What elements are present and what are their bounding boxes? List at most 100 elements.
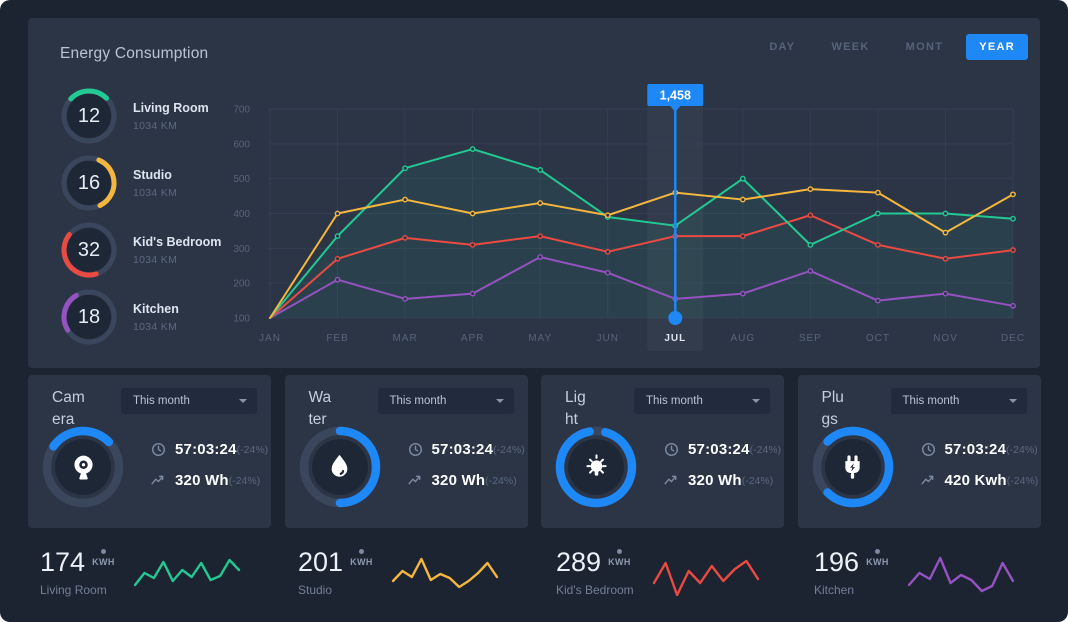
summary-room-name: Kitchen xyxy=(814,583,855,597)
trend-up-icon xyxy=(407,472,424,489)
summary-unit: KWH xyxy=(866,557,889,567)
stat-value: 420 Kwh xyxy=(944,472,1007,489)
clock-icon xyxy=(663,441,680,458)
plug-icon xyxy=(809,423,897,511)
card-title: Plu gs xyxy=(821,389,844,429)
gauge-info: Studio 1034 KM xyxy=(133,168,177,199)
data-point xyxy=(334,210,341,217)
data-point xyxy=(1010,247,1016,253)
tooltip-pointer-icon xyxy=(670,106,681,112)
y-axis-tick: 100 xyxy=(233,314,250,325)
stat-delta: (-24%) xyxy=(228,474,261,487)
data-point xyxy=(875,241,881,248)
stat-delta: (-24%) xyxy=(741,474,774,487)
data-point xyxy=(537,233,544,240)
stat-row: 57:03:24 (-24%) xyxy=(663,441,781,458)
card-range-select[interactable]: This month xyxy=(890,388,1027,414)
card-stats: 57:03:24 (-24%) 320 Wh (-24%) xyxy=(663,441,781,503)
card-stats: 57:03:24 (-24%) 320 Wh (-24%) xyxy=(150,441,268,503)
dropdown-value: This month xyxy=(389,395,447,407)
gauge-studio: 16 Studio 1034 KM xyxy=(60,154,221,212)
data-point xyxy=(942,290,949,297)
sparkline-kid-s-bedroom xyxy=(652,559,759,596)
utility-cards: Cam era This month 57:03:24 (-24%) 320 Wh (-24… xyxy=(28,375,1041,528)
x-axis-month-aug[interactable]: AUG xyxy=(730,333,755,344)
summary-text: 196 KWH Kitchen xyxy=(814,549,889,598)
summary-value: 174 xyxy=(40,547,86,577)
stat-value: 320 Wh xyxy=(688,472,742,489)
series-line-living-room xyxy=(269,148,1014,319)
data-point xyxy=(604,212,611,219)
x-axis-month-jul[interactable]: JUL xyxy=(664,333,686,344)
stat-delta: (-24%) xyxy=(1006,443,1038,456)
summary-value: 201 xyxy=(298,547,344,577)
tab-day[interactable]: DAY xyxy=(756,34,808,60)
data-point xyxy=(1010,191,1016,198)
tab-year[interactable]: YEAR xyxy=(966,34,1028,60)
card-title: Lig ht xyxy=(565,389,586,429)
x-axis-month-oct[interactable]: OCT xyxy=(866,333,890,344)
x-axis-month-dec[interactable]: DEC xyxy=(1001,333,1025,344)
x-axis-month-mar[interactable]: MAR xyxy=(392,333,417,344)
summary-unit: KWH xyxy=(350,557,373,567)
data-point xyxy=(807,212,814,219)
gauge-kitchen: 18 Kitchen 1034 KM xyxy=(60,288,221,346)
data-point xyxy=(469,146,476,152)
summary-value: 289 xyxy=(556,547,602,577)
summary-text: 174 KWH Living Room xyxy=(40,547,115,598)
x-axis-month-may[interactable]: MAY xyxy=(528,333,552,344)
clock-icon xyxy=(407,441,424,458)
stat-delta: (-24%) xyxy=(493,443,525,456)
panel-title: Energy Consumption xyxy=(60,45,209,62)
gauge-arc-icon xyxy=(61,88,117,144)
dot-icon xyxy=(874,549,880,554)
card-range-select[interactable]: This month xyxy=(377,388,514,414)
tab-week[interactable]: WEEK xyxy=(818,34,882,60)
room-gauges: 12 Living Room 1034 KM 16 Studio 1034 KM 32 Kid… xyxy=(60,87,221,346)
dot-icon xyxy=(358,549,364,554)
tab-mont[interactable]: MONT xyxy=(893,34,957,60)
data-point xyxy=(739,233,746,240)
tooltip-value: 1,458 xyxy=(660,89,691,103)
x-axis-month-jun[interactable]: JUN xyxy=(597,333,619,344)
stat-row: 57:03:24 (-24%) xyxy=(920,441,1038,458)
gauge-info: Living Room 1034 KM xyxy=(133,101,209,132)
y-axis-tick: 300 xyxy=(233,244,250,255)
card-stats: 57:03:24 (-24%) 320 Wh (-24%) xyxy=(407,441,525,503)
gauge-name: Kitchen xyxy=(133,301,179,316)
gauge-sub: 1034 KM xyxy=(133,320,178,333)
consumption-chart[interactable]: 700 600 500 400 300 200 100 1,458 JAN FEB MAR APR MA… xyxy=(225,75,1040,368)
data-point xyxy=(739,196,746,203)
gauge-ring: 18 xyxy=(60,288,118,346)
summary-room-name: Studio xyxy=(298,583,333,597)
sparkline-living-room xyxy=(133,558,240,587)
data-point xyxy=(402,234,408,241)
trend-up-icon xyxy=(663,472,680,489)
x-axis-month-sep[interactable]: SEP xyxy=(799,333,822,344)
card-range-select[interactable]: This month xyxy=(634,388,770,414)
summary-unit: KWH xyxy=(92,557,115,567)
data-point xyxy=(1010,215,1016,222)
data-point xyxy=(807,241,814,248)
stat-row: 420 Kwh (-24%) xyxy=(920,472,1038,489)
gauge-value: 32 xyxy=(77,238,101,261)
clock-icon xyxy=(150,441,167,458)
x-axis-month-apr[interactable]: APR xyxy=(461,333,485,344)
progress-ring xyxy=(552,423,640,511)
card-range-select[interactable]: This month xyxy=(121,388,257,414)
x-axis-month-jan[interactable]: JAN xyxy=(259,333,281,344)
stat-value: 57:03:24 xyxy=(175,441,237,458)
card-stats: 57:03:24 (-24%) 420 Kwh (-24%) xyxy=(920,441,1038,503)
stat-delta: (-24%) xyxy=(749,443,782,456)
data-point xyxy=(537,254,544,260)
summary-text: 289 KWH Kid's Bedroom xyxy=(556,547,634,598)
gauge-value: 18 xyxy=(77,305,101,328)
y-axis-tick: 700 xyxy=(233,105,250,116)
y-axis-tick: 200 xyxy=(233,279,250,290)
gauge-name: Kid's Bedroom xyxy=(133,234,222,249)
card-camera: Cam era This month 57:03:24 (-24%) 320 Wh (-24… xyxy=(28,375,271,528)
x-axis-month-feb[interactable]: FEB xyxy=(326,333,348,344)
room-summary: 174 KWH Living Room 201 KWH Studio 289 KWH Kid's… xyxy=(40,549,1068,597)
x-axis-month-nov[interactable]: NOV xyxy=(933,333,958,344)
data-point xyxy=(807,186,814,193)
